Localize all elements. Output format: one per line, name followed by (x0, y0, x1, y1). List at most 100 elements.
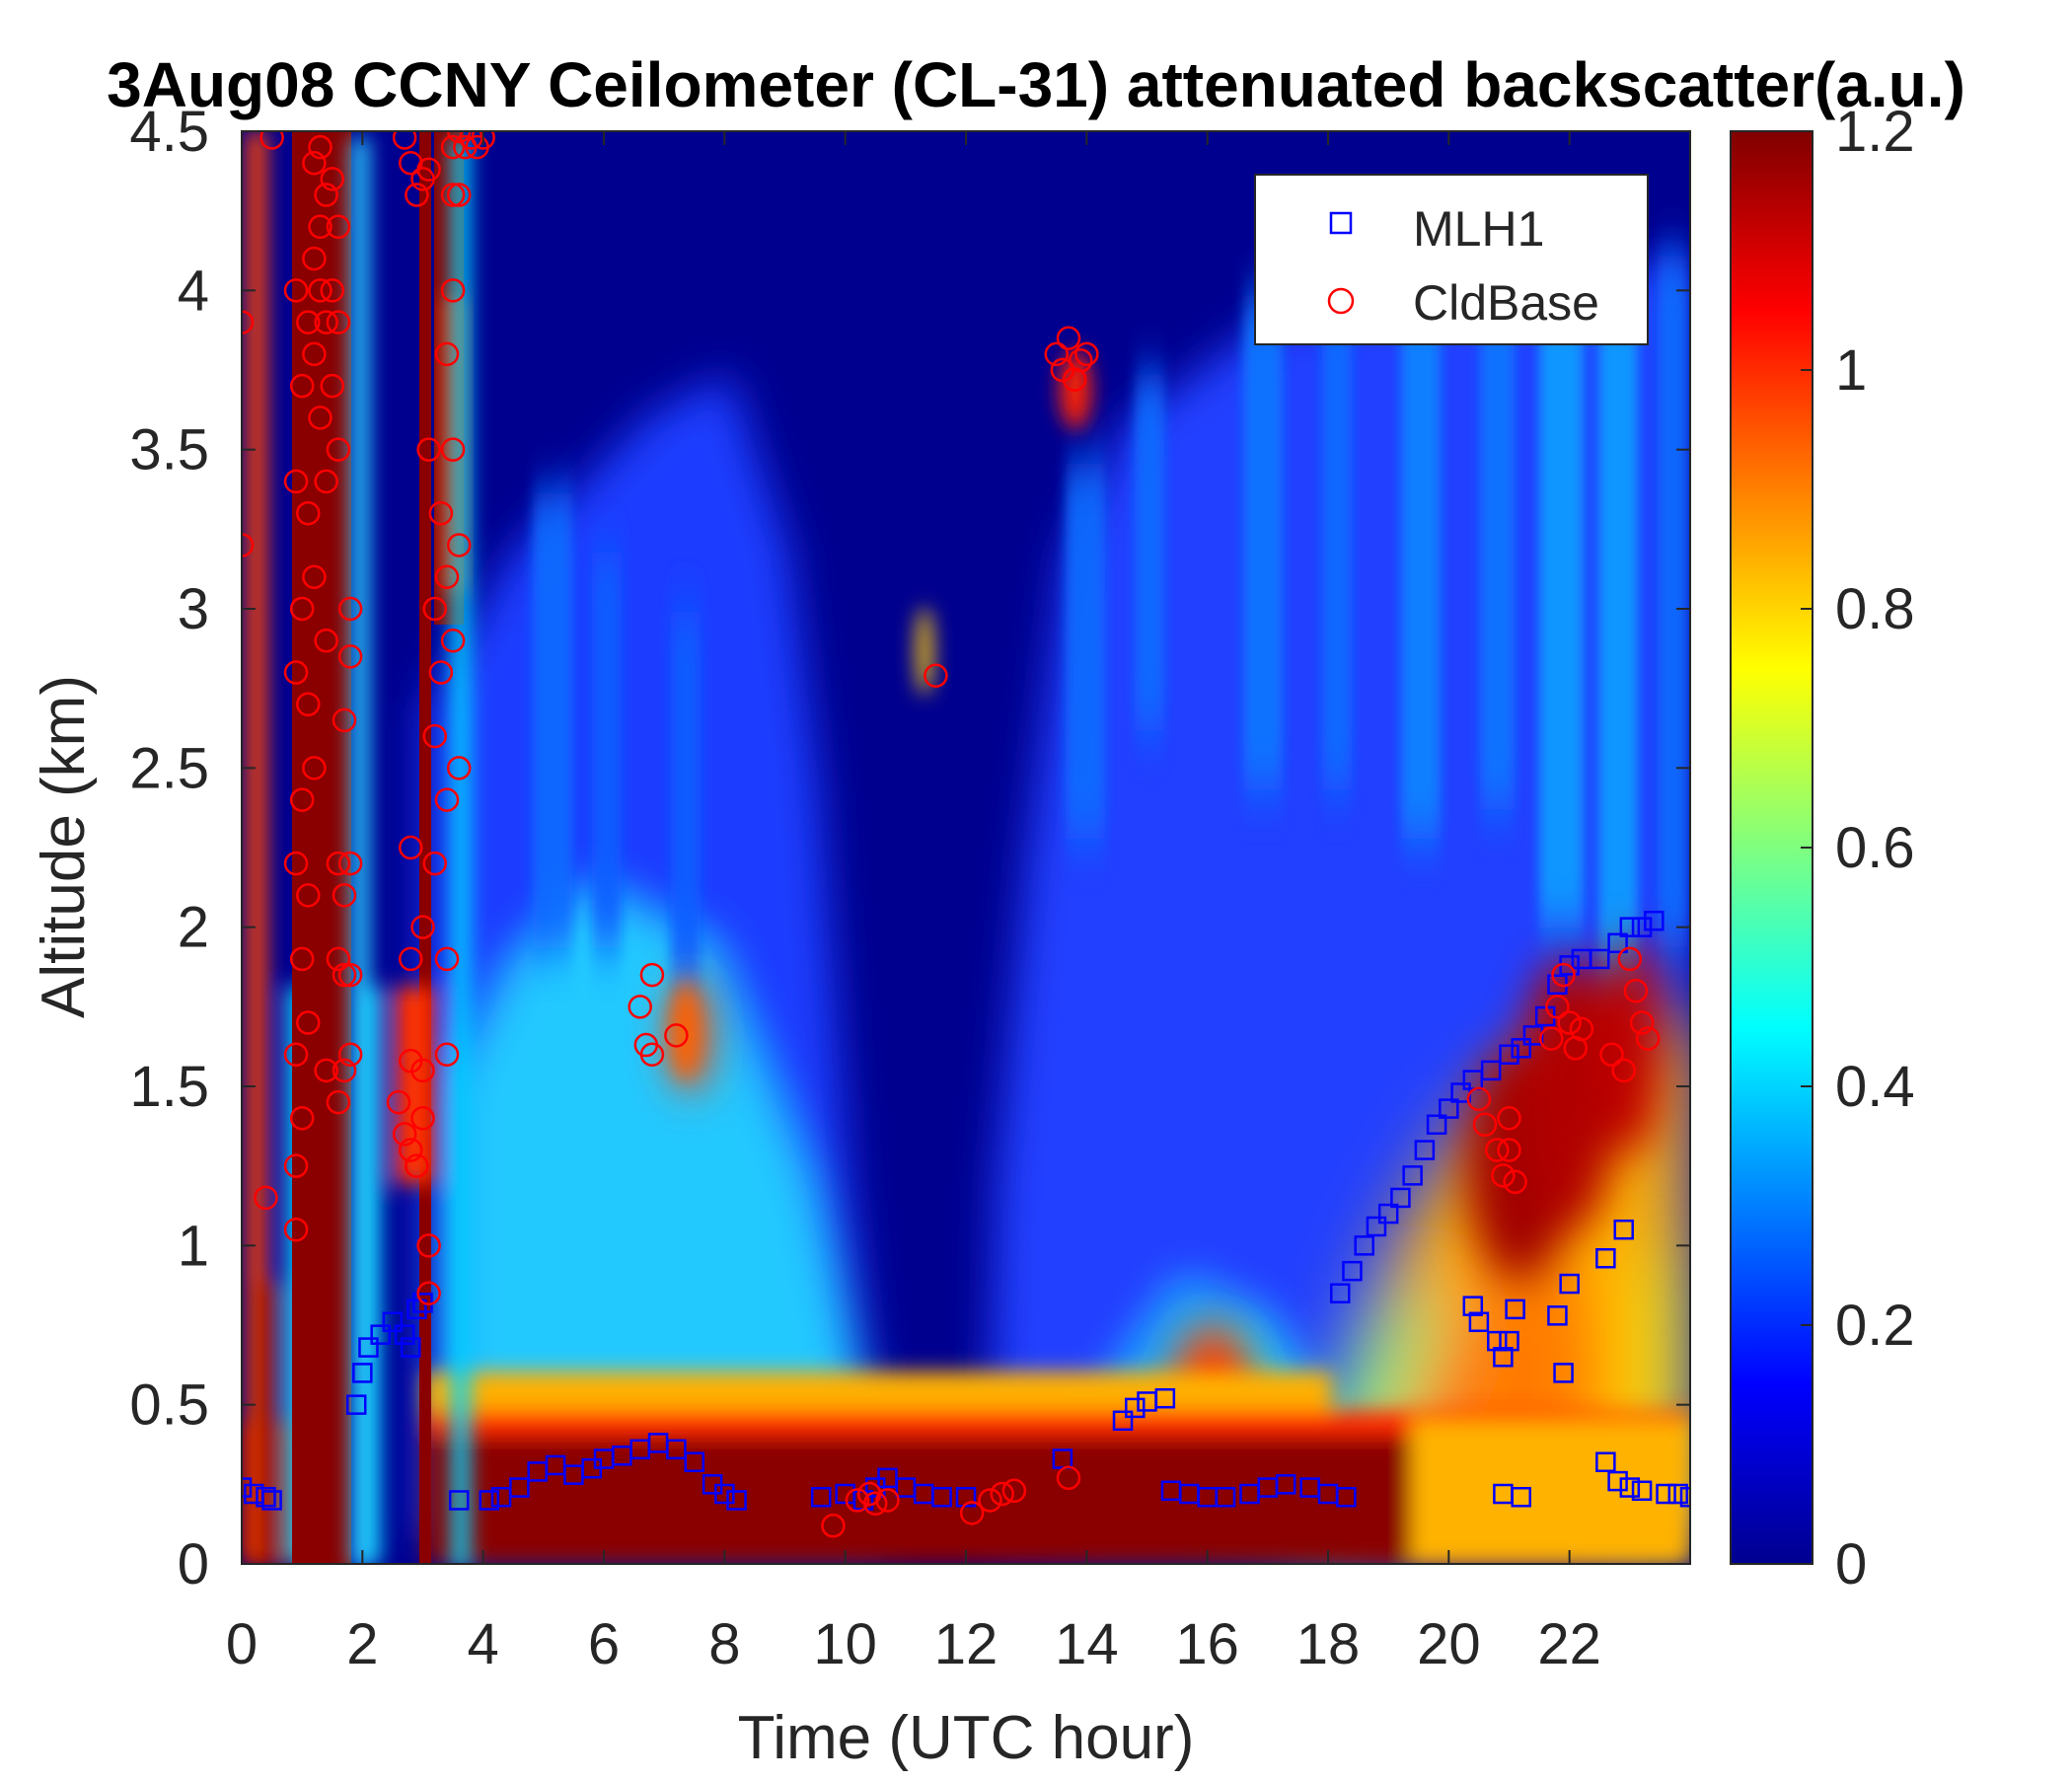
cldbase-point (405, 1153, 429, 1178)
cldbase-point (308, 134, 333, 160)
cldbase-point (302, 341, 327, 367)
y-tick-label: 2.5 (129, 736, 209, 800)
cldbase-point (1611, 1058, 1636, 1083)
cldbase-point (416, 437, 441, 462)
cldbase-point (1466, 1086, 1492, 1112)
mlh1-point (382, 1311, 404, 1333)
y-tick-label: 1.5 (129, 1055, 209, 1119)
cldbase-point (254, 1185, 278, 1211)
mlh1-point (1667, 1483, 1689, 1505)
cldbase-point (446, 533, 472, 557)
cldbase-point (314, 629, 338, 653)
mlh1-point (1595, 1247, 1616, 1269)
cldbase-point (1068, 348, 1093, 373)
cldbase-point (471, 131, 495, 150)
cldbase-point (332, 883, 357, 908)
cldbase-point (392, 1122, 417, 1147)
cldbase-point (1503, 1169, 1527, 1195)
mlh1-point (810, 1486, 832, 1508)
cldbase-point (332, 962, 357, 988)
cldbase-point (302, 151, 327, 176)
cldbase-point (296, 1010, 321, 1035)
colorbar-tick-label: 1.2 (1835, 100, 1915, 164)
cldbase-point (1617, 946, 1643, 972)
mlh1-point (1547, 1305, 1568, 1326)
legend-box (1254, 174, 1649, 345)
y-axis-ticks: 0 0.5 1 1.5 2 2.5 3 3.5 4 4.5 (129, 100, 1690, 1596)
cldbase-point (428, 660, 454, 685)
cldbase-point (978, 1488, 1002, 1513)
mlh1-point (1590, 948, 1610, 970)
cldbase-point (302, 246, 327, 271)
cldbase-point (434, 341, 460, 367)
y-tick-label: 3 (178, 577, 209, 641)
cldbase-point (332, 707, 357, 733)
cldbase-point (1557, 1010, 1582, 1035)
cldbase-point (434, 946, 460, 972)
x-tick-label: 18 (1296, 1612, 1361, 1676)
cldbase-point (392, 131, 417, 150)
mlh1-point (1559, 1273, 1580, 1295)
mlh1-point (1613, 1219, 1634, 1240)
x-tick-label: 0 (226, 1612, 258, 1676)
mlh1-point (1112, 1410, 1134, 1432)
cldbase-point (924, 663, 948, 689)
cldbase-point (1485, 1138, 1510, 1162)
cldbase-point (326, 946, 351, 972)
cldbase-point (416, 1233, 441, 1258)
colorbar-ticks: 0 0.2 0.4 0.6 0.8 1 1.2 (1801, 100, 1915, 1596)
cldbase-point (296, 310, 321, 334)
cldbase-point (320, 167, 344, 191)
cldbase-point (875, 1488, 900, 1513)
y-tick-label: 3.5 (129, 418, 209, 482)
cldbase-point (1056, 1465, 1081, 1491)
x-tick-label: 6 (588, 1612, 620, 1676)
x-tick-label: 8 (708, 1612, 740, 1676)
mlh1-point (448, 1490, 470, 1511)
cldbase-point (283, 278, 309, 303)
cldbase-point (1623, 978, 1649, 1003)
cldbase-point (326, 1089, 351, 1115)
cldbase-point (628, 995, 652, 1019)
cldbase-point (1569, 1016, 1594, 1042)
cldbase-point (283, 1153, 309, 1178)
cldbase-point (283, 469, 309, 494)
mlh1-point (1619, 917, 1641, 937)
cldbase-point (296, 883, 321, 908)
mlh1-point (1499, 1330, 1519, 1352)
mlh1-point (1487, 1330, 1508, 1352)
mlh1-point (1631, 917, 1653, 937)
colorbar-tick-label: 0.2 (1835, 1294, 1915, 1358)
mlh1-point (358, 1337, 379, 1358)
cldbase-point (440, 278, 466, 303)
mlh1-point (1468, 1311, 1490, 1333)
mlh1-point (931, 1486, 952, 1508)
colorbar-tick-label: 0.6 (1835, 816, 1915, 880)
x-tick-label: 4 (468, 1612, 499, 1676)
mlh1-point (1607, 1470, 1628, 1492)
cldbase-point (314, 1058, 338, 1083)
y-tick-label: 0 (178, 1532, 209, 1596)
mlh1-point (1619, 1477, 1641, 1498)
mlh1-point (1402, 1165, 1423, 1186)
cldbase-point (242, 310, 255, 334)
mlh1-point (1390, 1187, 1411, 1209)
mlh1-point (1154, 1387, 1176, 1409)
mlh1-point (1493, 1347, 1514, 1368)
cldbase-point (289, 946, 315, 972)
cldbase-point (1056, 326, 1081, 350)
mlh1-point (1342, 1260, 1363, 1282)
mlh1-point (407, 1299, 427, 1320)
cldbase-point (399, 1138, 423, 1162)
colorbar-tick-label: 0 (1835, 1532, 1867, 1596)
y-axis-label: Altitude (km) (30, 675, 98, 1018)
cldbase-point (308, 214, 333, 240)
cldbase-point (302, 564, 327, 589)
mlh1-point (1644, 910, 1665, 931)
legend-cldbase-label: CldBase (1413, 275, 1599, 331)
cldbase-point (320, 373, 344, 399)
mlh1-point (726, 1490, 747, 1511)
mlh1-point (1377, 1203, 1399, 1224)
cldbase-point (446, 183, 472, 207)
